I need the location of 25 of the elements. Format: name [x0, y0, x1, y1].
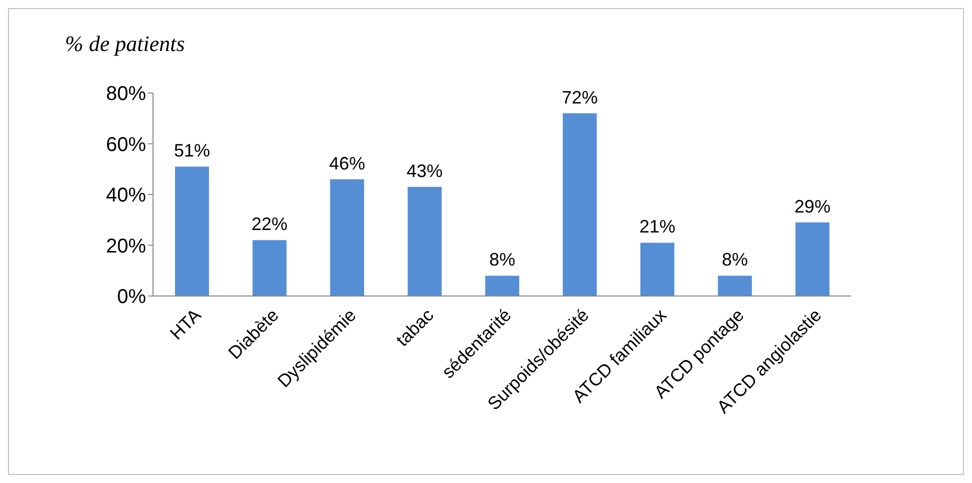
- bar: [795, 222, 830, 296]
- y-tick-label: 20%: [106, 235, 146, 258]
- bar: [330, 179, 364, 296]
- bar: [175, 166, 209, 296]
- y-tick-label: 0%: [117, 286, 146, 308]
- y-tick-label: 80%: [106, 83, 146, 106]
- data-label: 22%: [252, 214, 288, 234]
- data-label: 29%: [794, 196, 830, 216]
- bar: [640, 242, 674, 296]
- y-tick-label: 60%: [106, 134, 146, 156]
- data-label: 43%: [406, 160, 443, 181]
- bar: [252, 240, 287, 296]
- bar: [485, 276, 520, 296]
- data-label: 21%: [639, 216, 676, 237]
- y-axis-title: % de patients: [65, 31, 185, 57]
- data-label: 72%: [562, 87, 598, 108]
- data-label: 46%: [329, 153, 366, 174]
- bar: [562, 113, 597, 296]
- x-tick-label: HTA: [166, 304, 205, 344]
- data-label: 8%: [722, 250, 748, 270]
- data-label: 51%: [174, 140, 210, 161]
- bar: [718, 276, 752, 296]
- y-tick-label: 40%: [106, 184, 146, 207]
- data-label: 8%: [489, 250, 516, 270]
- bar: [408, 186, 442, 296]
